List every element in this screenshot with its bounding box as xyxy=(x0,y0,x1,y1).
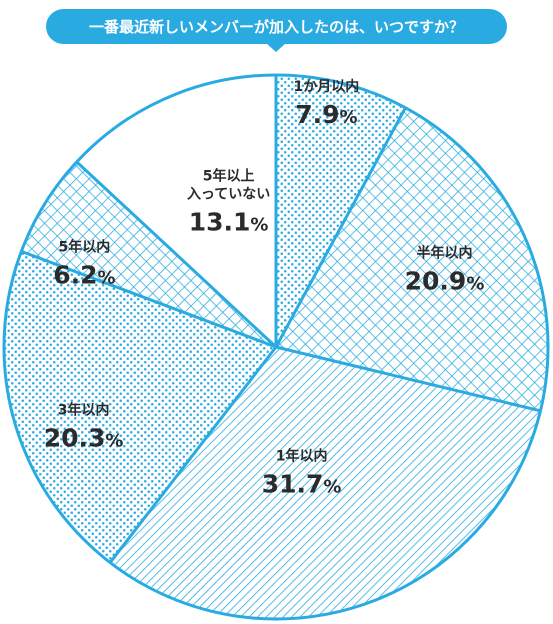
slice-label-group: 5年以内 6.2% xyxy=(53,238,115,289)
pie-slices xyxy=(3,75,549,619)
pie-slice xyxy=(21,161,277,347)
title-banner: 一番最近新しいメンバーが加入したのは、いつですか？ xyxy=(46,9,507,52)
slice-percent-label: 20.3% xyxy=(44,424,124,453)
slice-percent-label: 6.2% xyxy=(53,260,115,289)
slice-name-label: 半年以内 xyxy=(417,244,473,261)
slice-name-label: 5年以上入っていない xyxy=(187,167,270,202)
slice-percent-label: 13.1% xyxy=(189,207,269,236)
slice-divider xyxy=(108,346,278,564)
slice-label-group: 半年以内 20.9% xyxy=(405,244,485,295)
slice-borders xyxy=(2,73,550,621)
pie-slice xyxy=(3,251,276,563)
slice-label-group: 1か月以内 7.9% xyxy=(294,78,360,129)
title-bubble xyxy=(46,9,507,44)
slice-name-label: 5年以内 xyxy=(59,238,111,255)
slice-name-label: 1か月以内 xyxy=(294,78,360,95)
slice-percent-label: 20.9% xyxy=(405,266,485,295)
slice-name-label: 3年以内 xyxy=(58,402,110,419)
slice-name-label: 1年以内 xyxy=(276,448,328,465)
slice-divider xyxy=(75,160,278,349)
pie-slice xyxy=(76,75,277,347)
slice-percent-label: 7.9% xyxy=(295,100,357,129)
slice-divider xyxy=(20,249,277,349)
slice-label-group: 5年以上入っていない 13.1% xyxy=(187,167,270,236)
pie-slice xyxy=(276,107,549,411)
chart-title: 一番最近新しいメンバーが加入したのは、いつですか？ xyxy=(89,18,464,36)
pie-slice xyxy=(110,347,541,619)
slice-percent-label: 31.7% xyxy=(262,470,342,499)
slice-divider xyxy=(275,345,541,413)
slice-label-group: 3年以内 20.3% xyxy=(44,402,124,453)
pie-outline xyxy=(2,73,550,621)
slice-divider xyxy=(274,107,407,348)
title-bubble-pointer xyxy=(266,43,286,52)
pie-slice xyxy=(276,75,406,347)
slice-labels: 1か月以内 7.9% 半年以内 20.9% 1年以内 31.7% 3年以内 20.3% 5年以内… xyxy=(44,78,485,499)
slice-label-group: 1年以内 31.7% xyxy=(262,448,342,499)
